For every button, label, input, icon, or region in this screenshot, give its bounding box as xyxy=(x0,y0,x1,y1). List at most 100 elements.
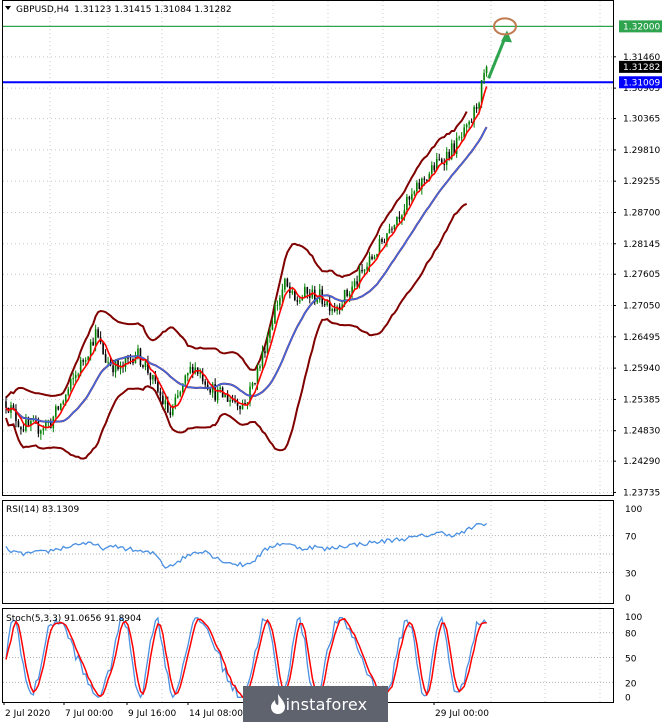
candle xyxy=(177,389,179,399)
target-annotation xyxy=(487,17,517,79)
candle xyxy=(381,237,383,245)
candle xyxy=(10,401,12,419)
price-levels xyxy=(3,25,613,84)
candle xyxy=(291,288,294,295)
candle xyxy=(373,254,376,260)
candle xyxy=(261,345,264,373)
candle xyxy=(17,419,20,428)
candle xyxy=(251,381,254,390)
x-tick-label: 2 Jul 2020 xyxy=(5,709,50,719)
candle xyxy=(386,232,388,248)
y-tick-label: 1.24290 xyxy=(623,457,660,467)
target-circle xyxy=(493,17,517,36)
candle xyxy=(72,372,75,386)
candle xyxy=(149,372,152,386)
price-label-text: 1.31282 xyxy=(623,63,660,73)
candle xyxy=(67,386,70,397)
candle xyxy=(418,178,421,190)
rsi-indicator: 100 70 30 0 xyxy=(3,505,642,604)
collapse-triangle-icon[interactable] xyxy=(5,6,11,10)
candle xyxy=(304,283,306,299)
candle xyxy=(458,135,460,141)
candle xyxy=(411,188,413,203)
candle xyxy=(266,332,269,354)
candle xyxy=(224,394,226,398)
candle xyxy=(313,285,316,305)
candle xyxy=(318,284,321,303)
y-tick-label: 1.28700 xyxy=(623,208,660,218)
candle xyxy=(371,254,373,261)
candle xyxy=(455,132,458,158)
y-tick-label: 1.23735 xyxy=(623,488,660,498)
price-label-support: 1.31009 xyxy=(619,76,662,89)
stoch-tick-label: 80 xyxy=(625,630,637,640)
candle xyxy=(15,404,17,428)
y-axis: 1.31460 1.30905 1.30365 1.29810 1.29255 1.287… xyxy=(613,53,660,498)
candle xyxy=(264,346,266,358)
candle xyxy=(147,355,149,376)
candle xyxy=(211,381,214,398)
y-tick-label: 1.25385 xyxy=(623,395,660,405)
candle xyxy=(172,404,174,417)
x-tick-label: 7 Jul 00:00 xyxy=(65,709,114,719)
candle xyxy=(470,118,473,123)
candle xyxy=(331,307,333,315)
candle xyxy=(468,120,470,129)
candle xyxy=(32,415,35,422)
candle xyxy=(25,413,27,433)
candle xyxy=(259,364,261,372)
candle xyxy=(378,235,381,255)
candle xyxy=(162,391,164,405)
candle xyxy=(475,103,478,113)
candle xyxy=(84,357,87,367)
candle xyxy=(473,105,475,128)
candle xyxy=(269,326,271,343)
y-tick-label: 1.31460 xyxy=(623,53,660,63)
candle xyxy=(144,359,147,371)
y-tick-label: 1.25940 xyxy=(623,364,660,374)
candle xyxy=(114,359,117,378)
stoch-tick-label: 0 xyxy=(625,694,631,704)
candle xyxy=(194,362,197,375)
candle xyxy=(485,65,488,77)
candle xyxy=(244,399,246,405)
x-tick-label: 29 Jul 00:00 xyxy=(435,709,489,719)
candle xyxy=(236,398,239,411)
candle xyxy=(22,423,25,433)
candle xyxy=(416,180,418,195)
price-label-text: 1.31009 xyxy=(623,78,660,88)
y-tick-label: 1.26495 xyxy=(623,333,660,343)
mid-ma-line xyxy=(5,126,488,423)
candle xyxy=(271,317,274,331)
candle xyxy=(77,372,80,378)
x-tick-label: 14 Jul 08:00 xyxy=(189,709,243,719)
bollinger-lower xyxy=(5,202,468,460)
stoch-header: Stoch(5,3,3) 91.0656 91.8904 xyxy=(6,614,142,624)
candle xyxy=(40,429,42,440)
candle xyxy=(189,361,192,375)
instaforex-logo-icon xyxy=(271,694,285,714)
candle xyxy=(69,378,72,392)
candle xyxy=(284,277,286,293)
candle xyxy=(463,123,465,139)
candle xyxy=(383,238,386,244)
candle xyxy=(254,382,256,386)
main-header: GBPUSD,H4 1.31123 1.31415 1.31084 1.31282 xyxy=(16,5,232,15)
candle xyxy=(413,190,416,197)
candle xyxy=(388,223,391,234)
candle xyxy=(62,399,65,406)
candle xyxy=(398,211,401,223)
y-tick-label: 1.28145 xyxy=(623,240,660,250)
candle xyxy=(391,226,393,234)
rsi-header: RSI(14) 83.1309 xyxy=(6,505,79,515)
candle xyxy=(99,331,102,345)
price-labels: 1.32000 1.31282 1.31009 xyxy=(619,20,662,89)
candle xyxy=(169,406,172,418)
candle xyxy=(276,300,279,311)
candle xyxy=(353,278,356,291)
candle xyxy=(279,295,281,311)
candle xyxy=(204,378,206,389)
y-tick-label: 1.30905 xyxy=(623,84,660,94)
candle xyxy=(465,123,468,133)
candle xyxy=(316,299,319,305)
